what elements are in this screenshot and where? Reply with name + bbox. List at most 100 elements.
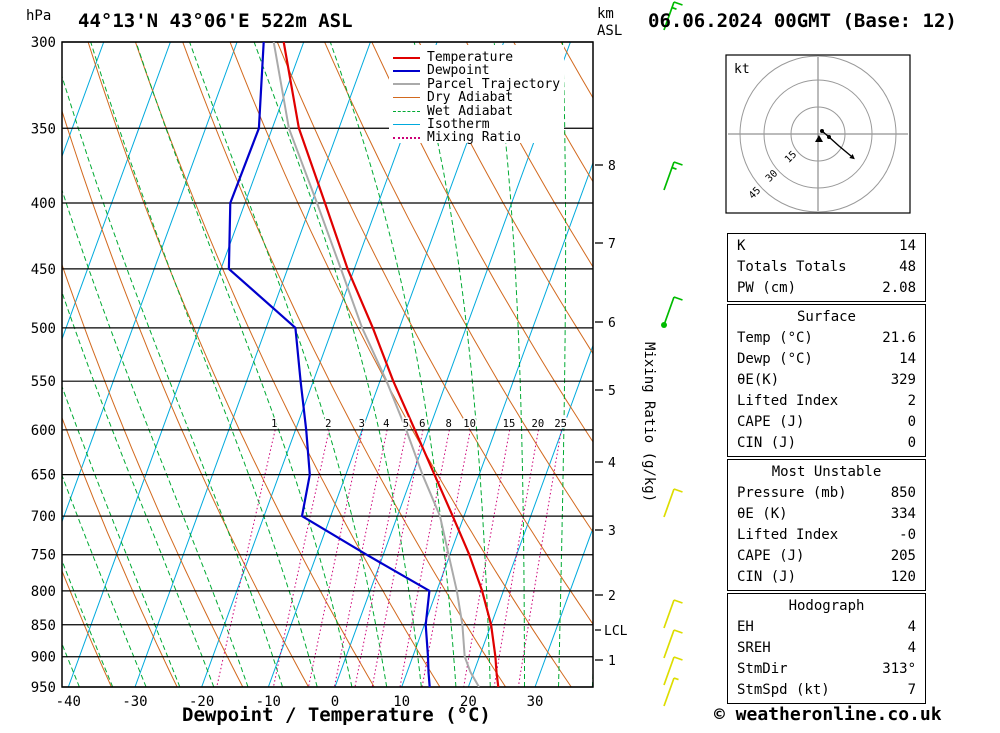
mixing-ratio-value-label: 4 xyxy=(383,418,389,430)
stats-panel: K 14 Totals Totals 48 PW (cm) 2.08 Surface Temp… xyxy=(727,233,926,706)
pressure-tick-label: 400 xyxy=(31,196,56,212)
legend-item-temperature: Temperature xyxy=(393,47,560,65)
legend-item-label: Dry Adiabat xyxy=(427,90,514,106)
temp-tick-label: -10 xyxy=(256,694,281,710)
wet-adiabat-line xyxy=(493,42,525,687)
stats-row-label: θE(K) xyxy=(737,372,780,388)
dry-adiabat-line xyxy=(324,42,593,533)
legend-item-label: Temperature xyxy=(427,50,514,65)
mixing-ratio-value-label: 1 xyxy=(271,418,277,430)
stats-row: Temp (°C) 21.6 xyxy=(728,328,925,349)
stats-row-label: Dewp (°C) xyxy=(737,351,813,367)
hodograph-ring xyxy=(763,79,873,189)
stats-row-label: Pressure (mb) xyxy=(737,485,847,501)
mixing-ratio-value-label: 6 xyxy=(419,418,425,430)
wet-adiabat-line xyxy=(62,188,249,687)
stats-row-label: Totals Totals xyxy=(737,259,847,275)
stats-box-header: Most Unstable xyxy=(771,464,882,480)
legend-item-label: Parcel Trajectory xyxy=(427,76,561,92)
km-tick-label: 3 xyxy=(608,524,616,539)
stats-row: K 14 xyxy=(728,236,925,257)
pressure-tick-label: 600 xyxy=(31,423,56,439)
legend-item-dry-adiabat: Dry Adiabat xyxy=(393,87,560,105)
legend-item-parcel-trajectory: Parcel Trajectory xyxy=(393,74,560,92)
pressure-axis-unit: hPa xyxy=(26,8,52,24)
wet-adiabat-line xyxy=(62,290,215,687)
stats-row: SREH 4 xyxy=(728,638,925,659)
stats-row-value: 2.08 xyxy=(882,280,916,296)
stats-row-value: -0 xyxy=(899,527,916,543)
wind-barb xyxy=(663,599,683,629)
stats-row-label: PW (cm) xyxy=(737,280,797,296)
wet-adiabat-line xyxy=(62,74,283,687)
stats-row-value: 21.6 xyxy=(882,330,916,346)
temp-tick-label: -20 xyxy=(189,694,214,710)
temp-tick-label: 20 xyxy=(460,694,477,710)
mixing-ratio-line xyxy=(463,429,511,687)
stats-row-label: StmDir xyxy=(737,661,788,677)
wind-barb xyxy=(663,488,683,518)
stats-row-label: Lifted Index xyxy=(737,393,839,409)
stats-box-indices: K 14 Totals Totals 48 PW (cm) 2.08 xyxy=(727,233,926,302)
stats-box-most-unstable: Most Unstable Pressure (mb) 850 θE (K) 334 Li… xyxy=(727,459,926,591)
mixing-ratio-value-label: 25 xyxy=(554,418,567,430)
dry-adiabat-line xyxy=(371,42,593,443)
pressure-tick-label: 750 xyxy=(31,548,56,564)
wet-adiabat-line xyxy=(558,42,567,687)
dry-adiabat-line xyxy=(62,569,112,687)
mixing-ratio-line xyxy=(371,429,424,687)
stats-row-value: 313° xyxy=(882,661,916,677)
stats-row-value: 329 xyxy=(890,372,916,388)
stats-row: θE (K) 334 xyxy=(728,504,925,525)
legend-item-label: Mixing Ratio xyxy=(427,130,521,146)
pressure-tick-label: 500 xyxy=(31,321,56,337)
stats-row-label: EH xyxy=(737,619,754,635)
stats-box-surface: Surface Temp (°C) 21.6 Dewp (°C) 14 θE(K) 329 L… xyxy=(727,304,926,457)
parcel-trajectory-curve xyxy=(272,42,480,687)
stats-row: Lifted Index -0 xyxy=(728,525,925,546)
stats-row: Totals Totals 48 xyxy=(728,257,925,278)
stats-row-label: CIN (J) xyxy=(737,435,797,451)
isotherm-line xyxy=(334,42,571,687)
mixing-ratio-line xyxy=(493,429,539,687)
dry-adiabat-line xyxy=(465,42,593,268)
legend-line-sample xyxy=(393,83,420,86)
legend-line-sample xyxy=(393,110,420,112)
temperature-axis-label: Dewpoint / Temperature (°C) xyxy=(182,704,491,726)
stats-row: StmDir 313° xyxy=(728,659,925,680)
stats-row-label: CAPE (J) xyxy=(737,414,805,430)
mixing-ratio-line xyxy=(354,429,408,687)
legend-line-sample xyxy=(393,136,420,139)
wet-adiabat-line xyxy=(329,42,457,687)
pressure-tick-label: 550 xyxy=(31,374,56,390)
stats-row-label: CAPE (J) xyxy=(737,548,805,564)
hodograph-frame xyxy=(725,54,911,214)
stats-row: Pressure (mb) 850 xyxy=(728,483,925,504)
pressure-tick-label: 850 xyxy=(31,618,56,634)
stats-row-value: 850 xyxy=(890,485,916,501)
temp-tick-label: 0 xyxy=(331,694,339,710)
mixing-ratio-line xyxy=(517,429,562,687)
km-tick-label: 1 xyxy=(608,654,616,669)
pressure-tick-label: 700 xyxy=(31,509,56,525)
stats-row: CIN (J) 120 xyxy=(728,567,925,588)
stats-row-label: θE (K) xyxy=(737,506,788,522)
temp-tick-label: 10 xyxy=(393,694,410,710)
pressure-tick-label: 300 xyxy=(31,35,56,51)
km-label-line2: ASL xyxy=(597,23,623,39)
pressure-tick-label: 350 xyxy=(31,121,56,137)
stats-row-value: 48 xyxy=(899,259,916,275)
isotherm-line xyxy=(62,42,171,341)
pressure-tick-label: 650 xyxy=(31,468,56,484)
mixing-ratio-value-label: 20 xyxy=(532,418,545,430)
wet-adiabat-line xyxy=(62,559,114,687)
mixing-ratio-line xyxy=(308,429,363,687)
wind-barb xyxy=(663,629,683,659)
stats-row-value: 4 xyxy=(907,640,916,656)
km-asl-axis-label: km ASL xyxy=(597,6,622,40)
dry-adiabat-line xyxy=(62,109,309,687)
wind-barb xyxy=(663,677,679,707)
mixing-ratio-value-label: 3 xyxy=(359,418,365,430)
mixing-ratio-value-label: 8 xyxy=(445,418,451,430)
isotherm-line xyxy=(62,42,105,158)
